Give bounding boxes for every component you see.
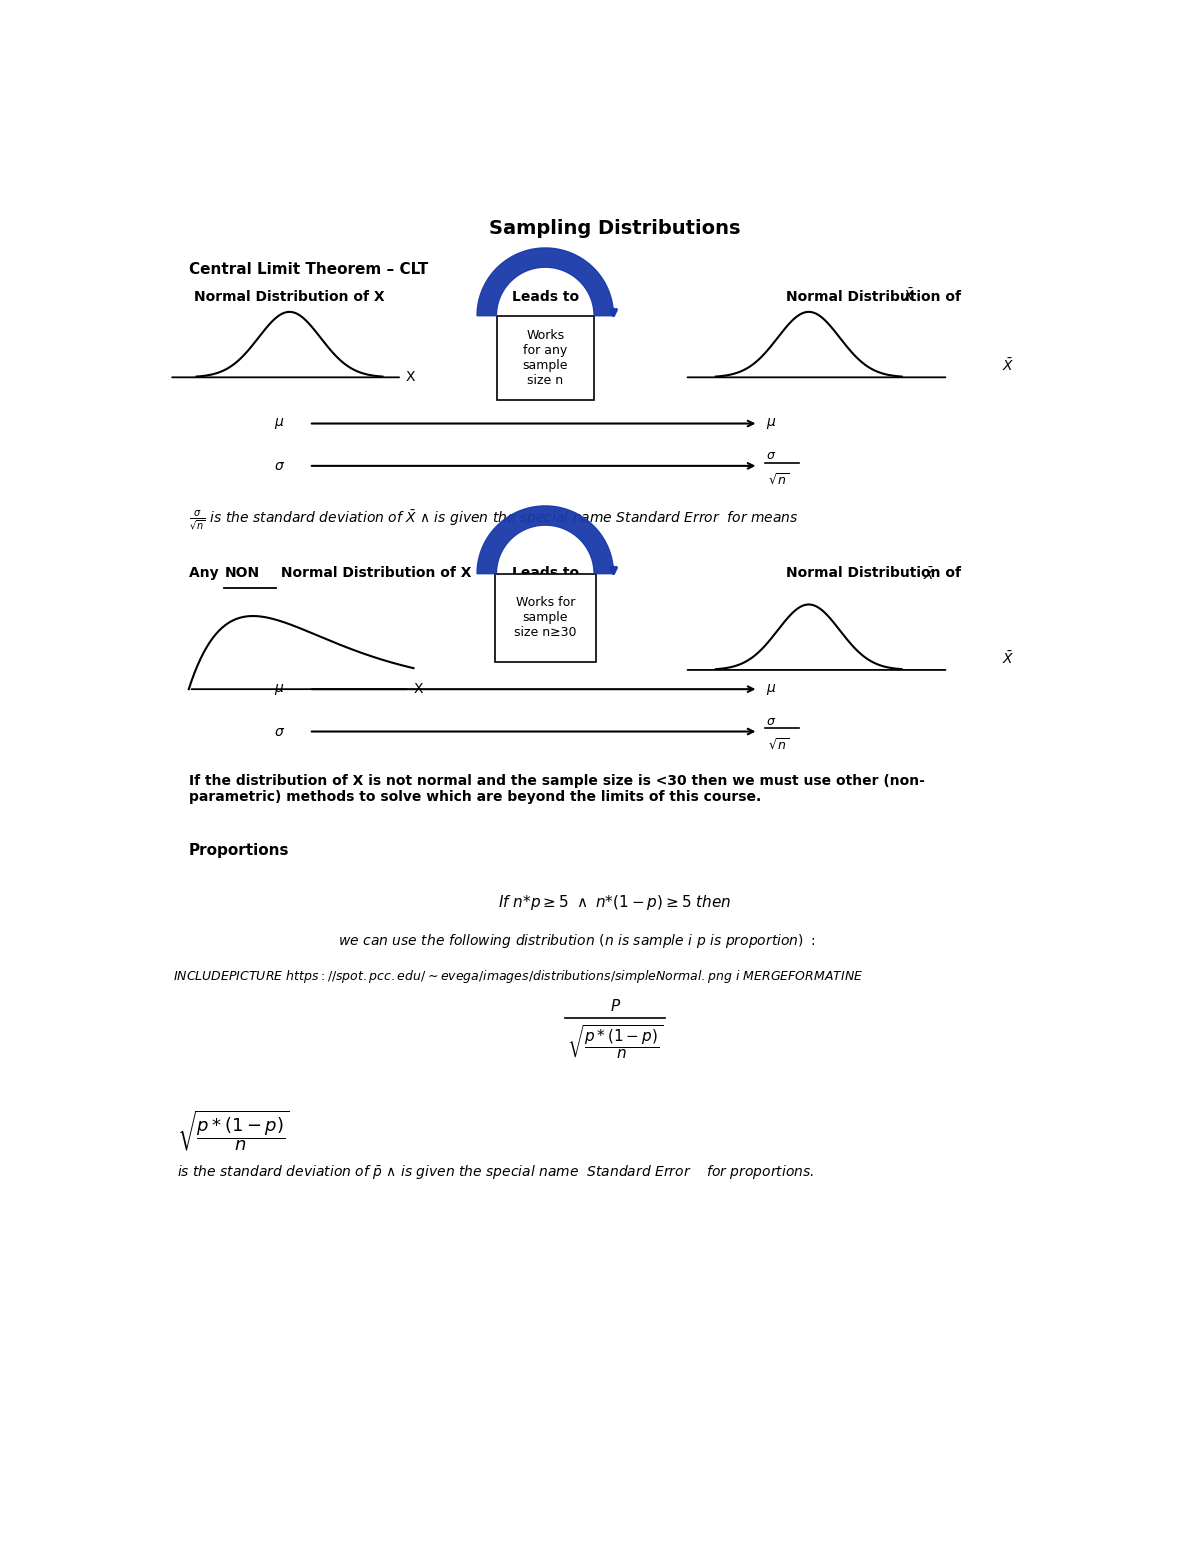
Text: $\sigma$: $\sigma$ (274, 458, 286, 472)
Text: $\mu$: $\mu$ (766, 682, 776, 697)
Text: $\sqrt{n}$: $\sqrt{n}$ (768, 472, 788, 488)
Polygon shape (478, 248, 613, 315)
Text: $\sigma$: $\sigma$ (766, 449, 776, 463)
FancyBboxPatch shape (494, 573, 595, 662)
Text: $\mu$: $\mu$ (274, 682, 284, 697)
Text: $\frac{\sigma}{\sqrt{n}}$ is the standard deviation of $\bar{X}$ $\wedge$ is giv: $\frac{\sigma}{\sqrt{n}}$ is the standar… (188, 508, 798, 533)
Text: $INCLUDEPICTURE\ https://spot.pcc.edu/{\sim}evega/images/distributions/simpleNor: $INCLUDEPICTURE\ https://spot.pcc.edu/{\… (173, 968, 864, 985)
Text: Central Limit Theorem – CLT: Central Limit Theorem – CLT (188, 262, 428, 276)
Text: $\sigma$: $\sigma$ (766, 714, 776, 728)
Text: is the standard deviation of $\bar{p}$ $\wedge$ is given the special name  Stand: is the standard deviation of $\bar{p}$ $… (178, 1163, 815, 1180)
Text: Normal Distribution of: Normal Distribution of (786, 565, 965, 579)
Text: Normal Distribution of X: Normal Distribution of X (194, 290, 385, 304)
Text: $\sigma$: $\sigma$ (274, 725, 286, 739)
Polygon shape (478, 506, 613, 573)
Text: Proportions: Proportions (188, 843, 289, 859)
Text: $\bar{X}$: $\bar{X}$ (1002, 357, 1015, 374)
Text: If the distribution of X is not normal and the sample size is <30 then we must u: If the distribution of X is not normal a… (188, 773, 925, 804)
Text: $\sqrt{\dfrac{p*(1-p)}{n}}$: $\sqrt{\dfrac{p*(1-p)}{n}}$ (178, 1109, 290, 1154)
Text: $\bar{X}$: $\bar{X}$ (1002, 651, 1015, 666)
Text: X: X (406, 370, 415, 384)
FancyBboxPatch shape (497, 315, 594, 401)
Text: $\bar{X}$: $\bar{X}$ (904, 287, 916, 304)
Text: Leads to: Leads to (511, 290, 578, 304)
Text: Works for
sample
size n≥30: Works for sample size n≥30 (514, 596, 576, 640)
Text: X: X (414, 682, 424, 696)
Text: NON: NON (224, 565, 259, 579)
Text: P: P (611, 999, 619, 1014)
Text: Normal Distribution of: Normal Distribution of (786, 290, 965, 304)
Text: $\mu$: $\mu$ (766, 416, 776, 432)
Text: $we\ can\ use\ the\ following\ distribution\ (n\ is\ sample\ \mathit{i}\ p\ is\ : $we\ can\ use\ the\ following\ distribut… (337, 932, 815, 950)
Text: $\mu$: $\mu$ (274, 416, 284, 432)
Text: Works
for any
sample
size n: Works for any sample size n (522, 329, 568, 387)
Text: Leads to: Leads to (511, 565, 578, 579)
Text: Sampling Distributions: Sampling Distributions (490, 219, 740, 239)
Text: $\bar{X}$: $\bar{X}$ (923, 565, 935, 582)
Text: Normal Distribution of X: Normal Distribution of X (276, 565, 472, 579)
Text: $If\ n{*}p\geq5\ \wedge\ n{*}(1-p)\geq5\ then$: $If\ n{*}p\geq5\ \wedge\ n{*}(1-p)\geq5\… (498, 893, 732, 912)
Text: Any: Any (188, 565, 223, 579)
Text: $\sqrt{\dfrac{p*(1-p)}{n}}$: $\sqrt{\dfrac{p*(1-p)}{n}}$ (566, 1023, 664, 1061)
Text: $\sqrt{n}$: $\sqrt{n}$ (768, 738, 788, 753)
